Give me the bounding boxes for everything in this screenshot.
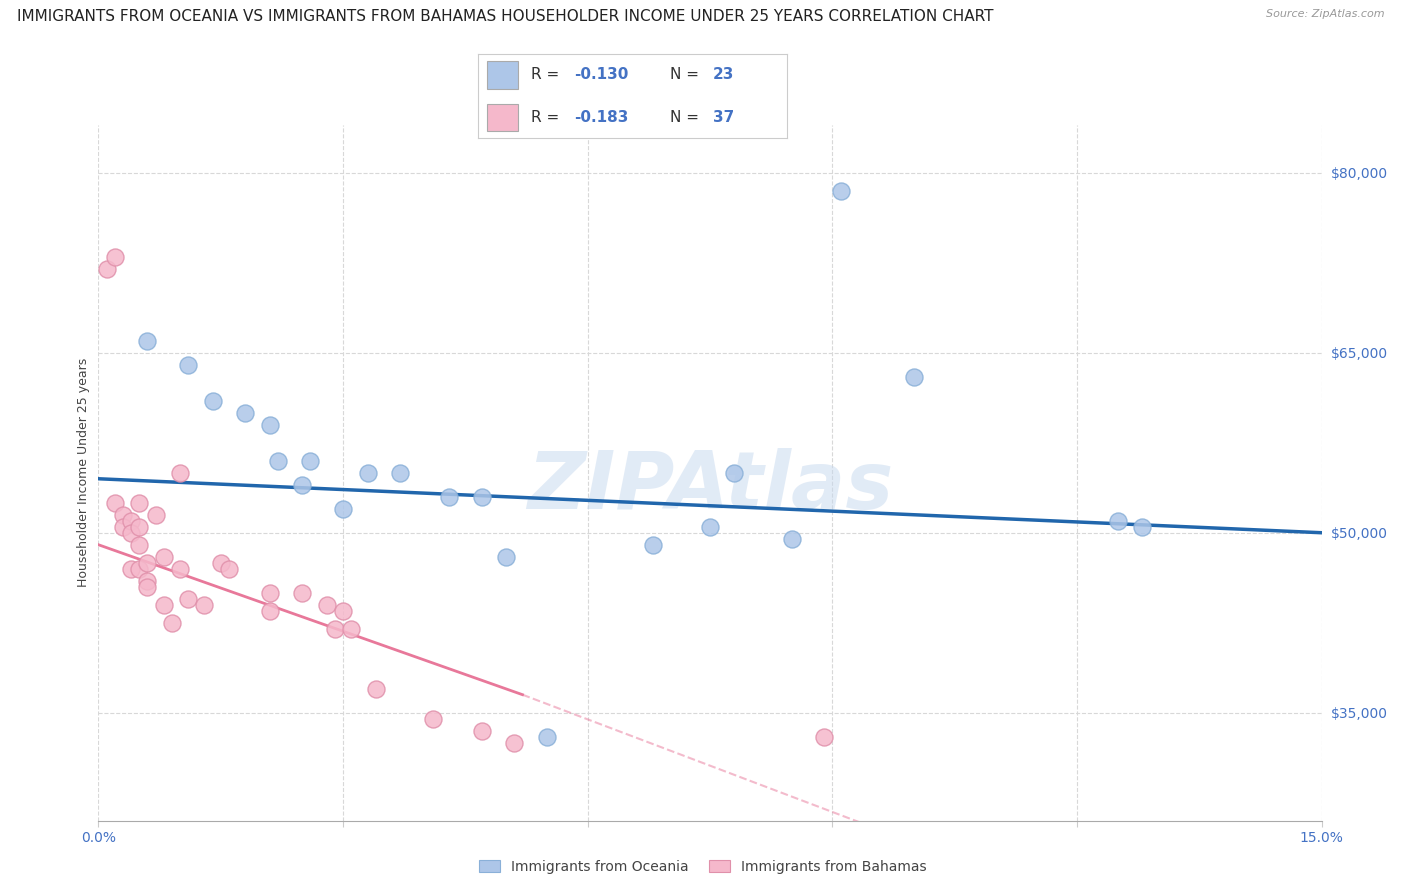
Point bbox=[699, 520, 721, 534]
Point bbox=[160, 615, 183, 630]
Point bbox=[332, 604, 354, 618]
Text: N =: N = bbox=[669, 110, 703, 125]
Point bbox=[136, 574, 159, 588]
Point bbox=[177, 591, 200, 606]
FancyBboxPatch shape bbox=[488, 62, 519, 89]
Point bbox=[437, 490, 460, 504]
Point bbox=[903, 369, 925, 384]
Point bbox=[104, 250, 127, 264]
Point bbox=[104, 496, 127, 510]
Point bbox=[267, 454, 290, 468]
Text: Source: ZipAtlas.com: Source: ZipAtlas.com bbox=[1267, 9, 1385, 19]
Point bbox=[471, 723, 494, 738]
Point bbox=[201, 393, 224, 408]
Point bbox=[780, 532, 803, 546]
Point bbox=[830, 184, 852, 198]
Point bbox=[323, 622, 346, 636]
Point bbox=[169, 466, 191, 480]
Point bbox=[503, 736, 526, 750]
Point bbox=[340, 622, 363, 636]
Point bbox=[128, 538, 150, 552]
Point bbox=[111, 520, 134, 534]
Point bbox=[152, 549, 174, 564]
Point bbox=[291, 585, 314, 599]
Point bbox=[233, 406, 256, 420]
Text: -0.130: -0.130 bbox=[574, 67, 628, 82]
Point bbox=[259, 417, 281, 432]
Text: 23: 23 bbox=[713, 67, 734, 82]
FancyBboxPatch shape bbox=[488, 103, 519, 131]
Y-axis label: Householder Income Under 25 years: Householder Income Under 25 years bbox=[77, 358, 90, 588]
Point bbox=[641, 538, 664, 552]
Point bbox=[291, 477, 314, 491]
Point bbox=[1107, 514, 1129, 528]
Point bbox=[299, 454, 322, 468]
Point bbox=[259, 585, 281, 599]
Point bbox=[389, 466, 412, 480]
Point bbox=[723, 466, 745, 480]
Point bbox=[96, 261, 118, 276]
Point bbox=[111, 508, 134, 522]
Point bbox=[120, 514, 142, 528]
Point bbox=[120, 525, 142, 540]
Point bbox=[145, 508, 167, 522]
Text: -0.183: -0.183 bbox=[574, 110, 628, 125]
Point bbox=[136, 556, 159, 570]
Point bbox=[128, 520, 150, 534]
Text: R =: R = bbox=[530, 110, 564, 125]
Text: N =: N = bbox=[669, 67, 703, 82]
Point bbox=[209, 556, 232, 570]
Point bbox=[364, 681, 387, 696]
Point bbox=[315, 598, 337, 612]
Text: 37: 37 bbox=[713, 110, 734, 125]
Point bbox=[259, 604, 281, 618]
Point bbox=[1130, 520, 1153, 534]
Point bbox=[422, 712, 444, 726]
Point bbox=[136, 334, 159, 348]
Point bbox=[193, 598, 215, 612]
Legend: Immigrants from Oceania, Immigrants from Bahamas: Immigrants from Oceania, Immigrants from… bbox=[472, 853, 934, 880]
Text: ZIPAtlas: ZIPAtlas bbox=[527, 448, 893, 525]
Point bbox=[495, 549, 517, 564]
Point bbox=[169, 562, 191, 576]
Point bbox=[128, 496, 150, 510]
Text: IMMIGRANTS FROM OCEANIA VS IMMIGRANTS FROM BAHAMAS HOUSEHOLDER INCOME UNDER 25 Y: IMMIGRANTS FROM OCEANIA VS IMMIGRANTS FR… bbox=[17, 9, 994, 24]
Point bbox=[332, 501, 354, 516]
Text: R =: R = bbox=[530, 67, 564, 82]
Point bbox=[177, 358, 200, 372]
Point bbox=[136, 580, 159, 594]
Point bbox=[356, 466, 378, 480]
Point bbox=[536, 730, 558, 744]
Point bbox=[218, 562, 240, 576]
Point bbox=[813, 730, 835, 744]
Point bbox=[128, 562, 150, 576]
Point bbox=[152, 598, 174, 612]
Point bbox=[471, 490, 494, 504]
Point bbox=[120, 562, 142, 576]
